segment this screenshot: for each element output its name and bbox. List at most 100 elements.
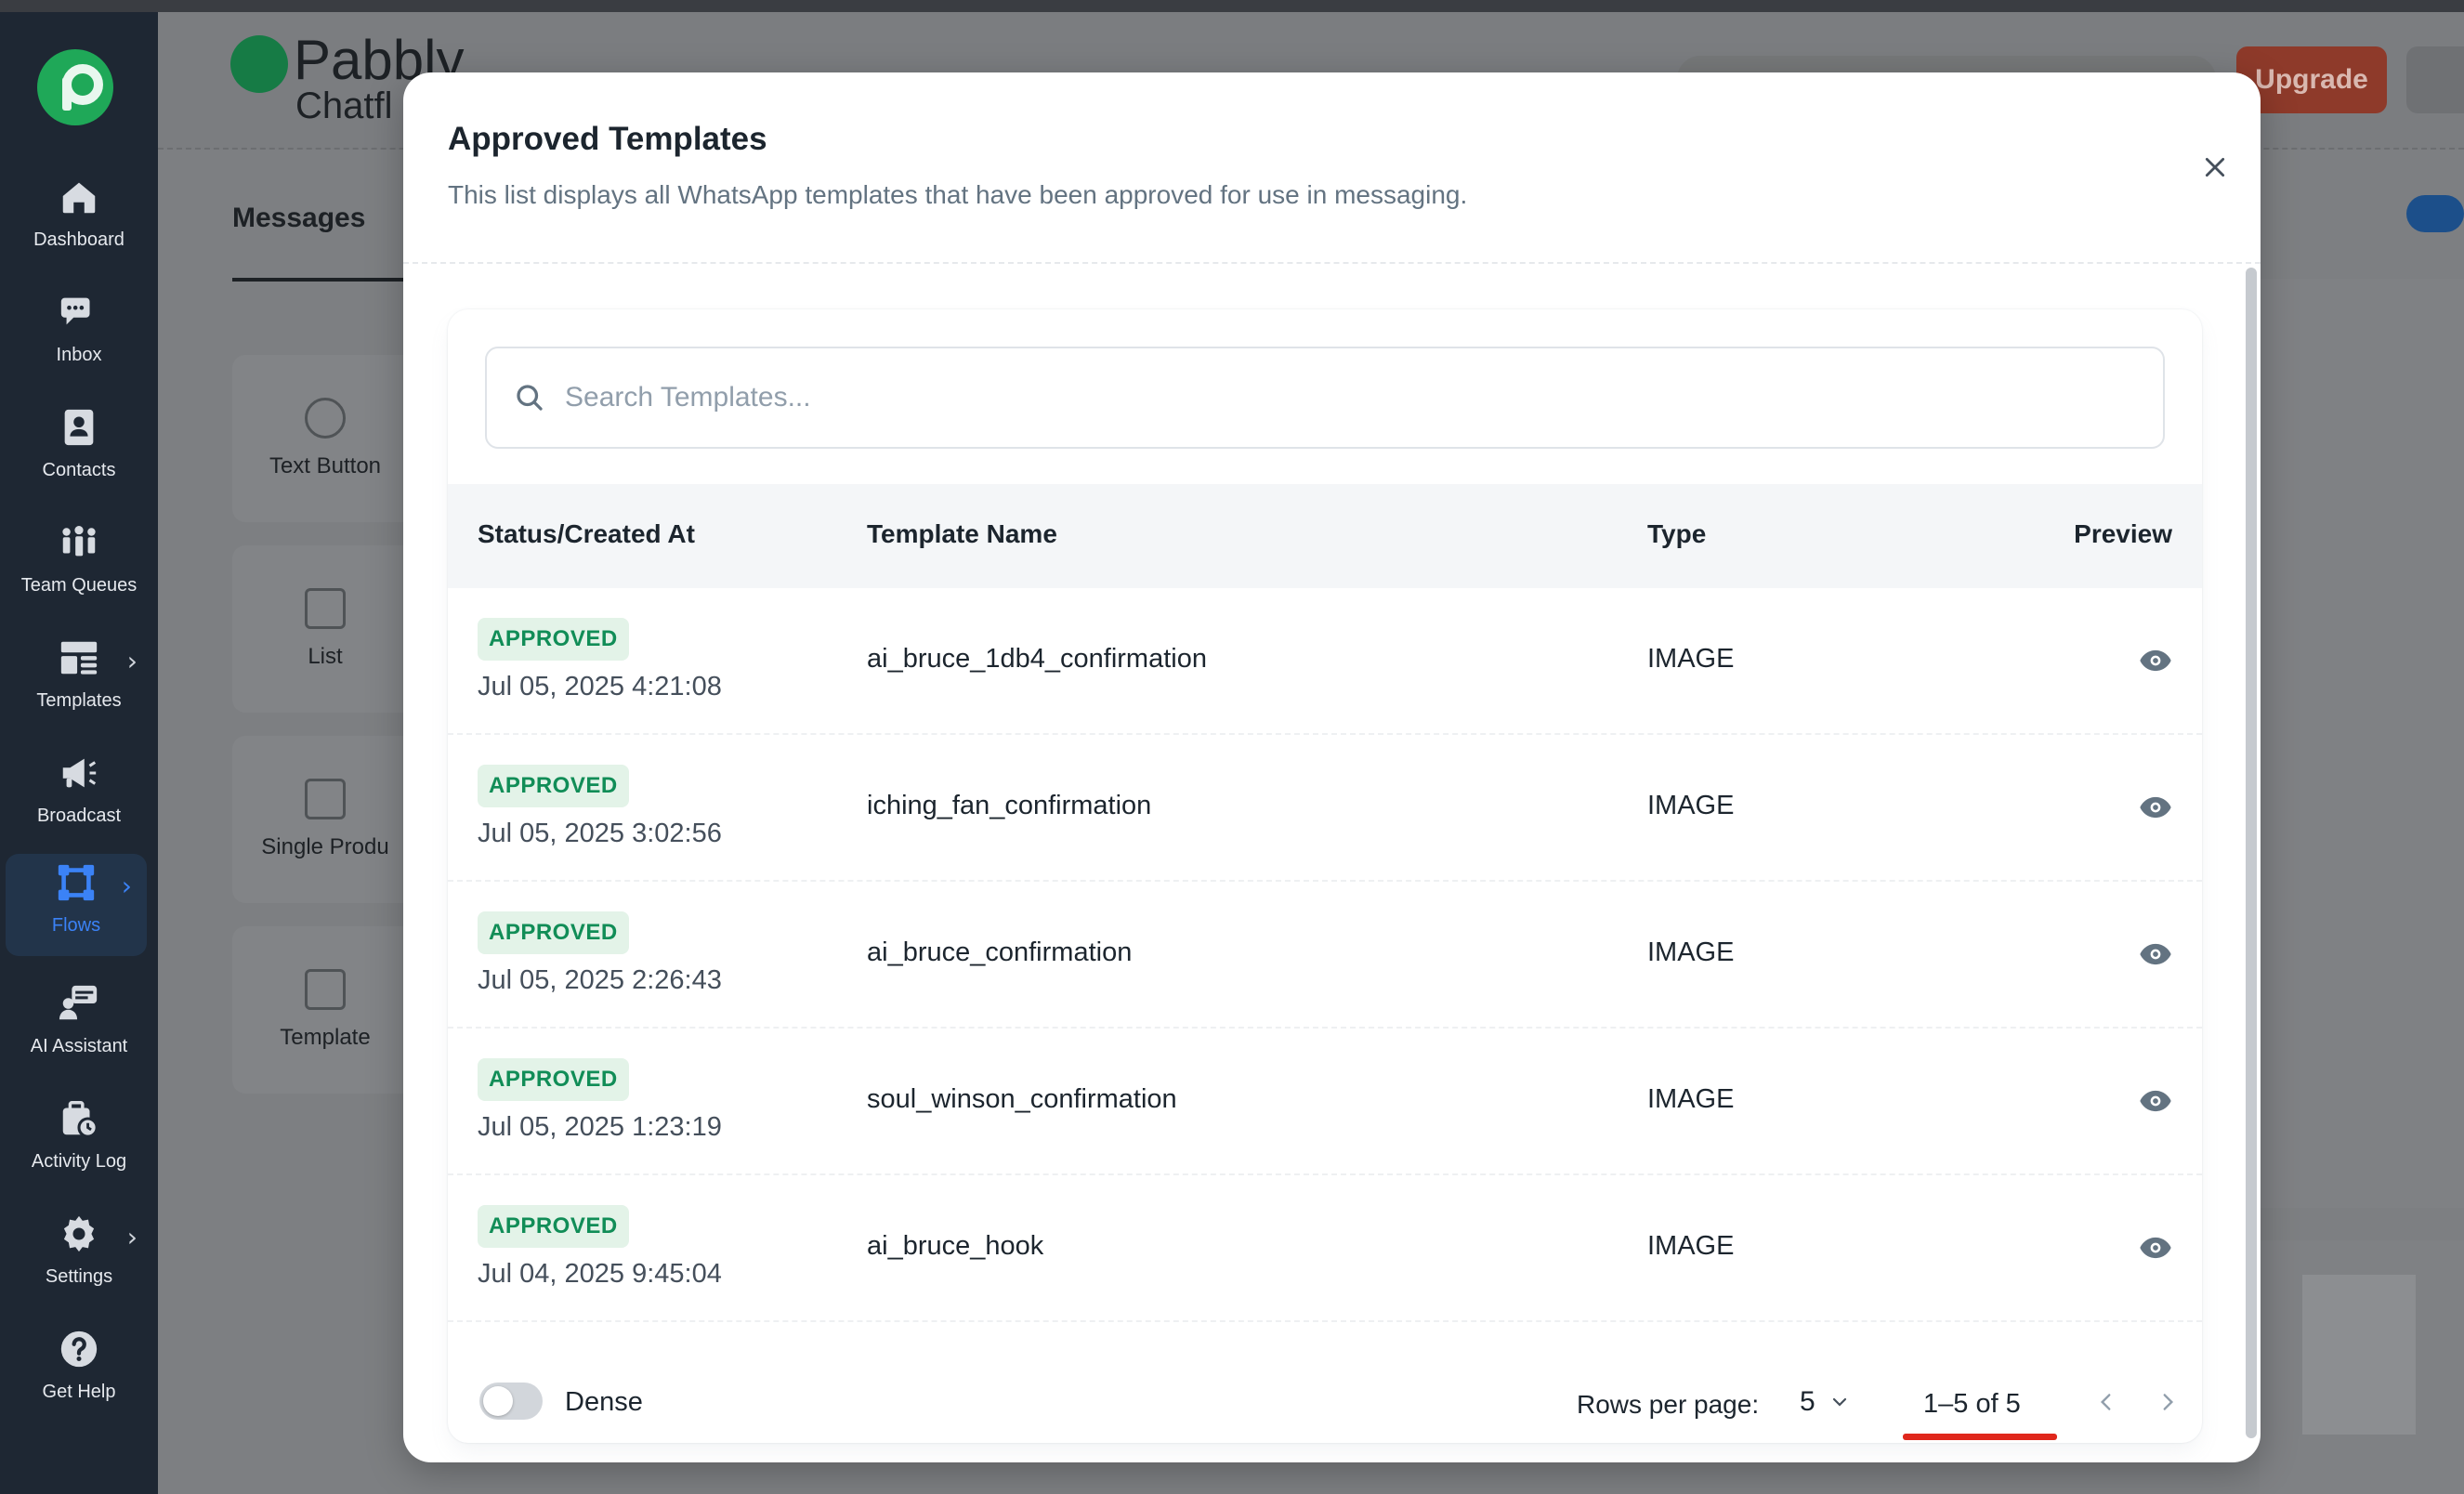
flows-icon	[55, 861, 98, 904]
tab-messages[interactable]: Messages	[232, 203, 366, 233]
chevron-right-icon	[2163, 1394, 2174, 1410]
column-header-type: Type	[1647, 519, 1707, 548]
toggle-knob	[483, 1386, 513, 1416]
chevron-right-icon: ›	[126, 646, 138, 676]
tile-label: Text Button	[269, 453, 382, 478]
eye-icon	[2140, 796, 2171, 819]
dense-label: Dense	[565, 1387, 643, 1417]
sidebar-item-templates[interactable]: Templates ›	[0, 629, 158, 731]
tile-text-button[interactable]: Text Button	[232, 355, 418, 522]
dense-toggle[interactable]	[479, 1383, 543, 1420]
sidebar-item-ai-assistant[interactable]: AI Assistant	[0, 975, 158, 1077]
pagination-range: 1–5 of 5	[1923, 1389, 2021, 1419]
status-badge: APPROVED	[478, 911, 629, 954]
template-name: ai_bruce_hook	[867, 1231, 1044, 1261]
close-icon	[2205, 157, 2225, 177]
template-type: IMAGE	[1647, 937, 1735, 967]
tile-template[interactable]: Template	[232, 926, 418, 1094]
sidebar: Dashboard Inbox Contacts Team Queues Tem…	[0, 12, 158, 1494]
templates-table-card: Status/Created At Template Name Type Pre…	[448, 309, 2202, 1443]
templates-icon	[58, 636, 100, 679]
sidebar-item-activity-log[interactable]: Activity Log	[0, 1090, 158, 1192]
sidebar-item-flows[interactable]: Flows ›	[6, 854, 147, 956]
ai-assistant-icon	[58, 982, 100, 1025]
search-field[interactable]	[485, 347, 2165, 449]
preview-button[interactable]	[2135, 934, 2176, 975]
contacts-icon	[58, 406, 100, 449]
tab-underline	[232, 278, 409, 282]
template-type: IMAGE	[1647, 1231, 1735, 1261]
status-badge: APPROVED	[478, 1205, 629, 1248]
column-header-template-name: Template Name	[867, 519, 1057, 548]
sidebar-item-label: Team Queues	[20, 575, 138, 596]
sidebar-item-label: Dashboard	[33, 229, 125, 250]
previous-page-button[interactable]	[2088, 1383, 2125, 1421]
sidebar-item-inbox[interactable]: Inbox	[0, 283, 158, 386]
template-type: IMAGE	[1647, 791, 1735, 820]
status-badge: APPROVED	[478, 1058, 629, 1101]
table-row: APPROVED Jul 05, 2025 3:02:56 iching_fan…	[448, 735, 2202, 882]
status-badge: APPROVED	[478, 765, 629, 807]
template-name: iching_fan_confirmation	[867, 791, 1152, 820]
sidebar-item-label: Broadcast	[36, 806, 122, 826]
chat-icon	[58, 291, 100, 334]
pabbly-brand-icon	[230, 35, 288, 93]
created-at: Jul 05, 2025 4:21:08	[478, 672, 722, 701]
sidebar-item-label: Inbox	[56, 345, 102, 365]
sidebar-item-broadcast[interactable]: Broadcast	[0, 744, 158, 846]
sidebar-item-label: Get Help	[42, 1382, 116, 1402]
eye-icon	[2140, 649, 2171, 672]
column-header-preview: Preview	[2074, 519, 2172, 548]
sidebar-item-get-help[interactable]: Get Help	[0, 1320, 158, 1422]
tile-label: List	[308, 644, 343, 669]
sidebar-item-contacts[interactable]: Contacts	[0, 399, 158, 501]
created-at: Jul 05, 2025 2:26:43	[478, 965, 722, 995]
right-panel-backdrop	[2260, 279, 2464, 1208]
sidebar-item-team-queues[interactable]: Team Queues	[0, 514, 158, 616]
template-name: ai_bruce_confirmation	[867, 937, 1133, 967]
dialog-scrollbar[interactable]	[2246, 268, 2257, 1438]
table-row: APPROVED Jul 05, 2025 2:26:43 ai_bruce_c…	[448, 882, 2202, 1029]
dialog-title: Approved Templates	[448, 121, 767, 157]
background-toggle[interactable]	[2406, 195, 2464, 232]
chevron-right-icon: ›	[121, 871, 132, 901]
status-badge: APPROVED	[478, 618, 629, 661]
eye-icon	[2140, 943, 2171, 965]
rows-per-page-label: Rows per page:	[1577, 1390, 1760, 1419]
created-at: Jul 04, 2025 9:45:04	[478, 1259, 722, 1289]
sidebar-item-dashboard[interactable]: Dashboard	[0, 168, 158, 270]
home-icon	[58, 176, 100, 218]
tile-label: Single Produ	[261, 834, 389, 859]
approved-templates-dialog: Approved Templates This list displays al…	[403, 72, 2261, 1462]
sidebar-item-label: Templates	[36, 690, 122, 711]
sidebar-item-settings[interactable]: Settings ›	[0, 1205, 158, 1307]
sidebar-item-label: Activity Log	[31, 1151, 127, 1172]
tile-list[interactable]: List	[232, 545, 418, 713]
search-input[interactable]	[565, 382, 2051, 413]
created-at: Jul 05, 2025 3:02:56	[478, 819, 722, 848]
upgrade-button[interactable]: Upgrade	[2236, 46, 2387, 113]
rows-per-page-select[interactable]: 5	[1800, 1383, 1865, 1421]
table-header: Status/Created At Template Name Type Pre…	[448, 484, 2202, 588]
template-type: IMAGE	[1647, 1084, 1735, 1114]
dialog-divider	[403, 262, 2261, 264]
next-page-button[interactable]	[2149, 1383, 2186, 1421]
tile-single-product[interactable]: Single Produ	[232, 736, 418, 903]
chevron-down-icon	[1832, 1397, 1846, 1407]
highlight-underline-annotation	[1903, 1434, 2057, 1440]
preview-button[interactable]	[2135, 640, 2176, 681]
table-pagination-footer: Dense Rows per page: 5 1–5 of 5	[448, 1350, 2202, 1443]
eye-icon	[2140, 1090, 2171, 1112]
close-dialog-button[interactable]	[2196, 149, 2234, 186]
tile-label: Template	[280, 1025, 371, 1050]
window-top-strip	[0, 0, 2464, 12]
chevron-right-icon: ›	[126, 1222, 138, 1252]
preview-button[interactable]	[2135, 787, 2176, 828]
preview-button[interactable]	[2135, 1081, 2176, 1121]
sidebar-item-label: Contacts	[42, 460, 116, 480]
preview-placeholder	[2302, 1275, 2416, 1435]
apps-grid-button[interactable]	[2406, 46, 2464, 113]
help-icon	[58, 1328, 100, 1370]
preview-button[interactable]	[2135, 1227, 2176, 1268]
table-row: APPROVED Jul 05, 2025 1:23:19 soul_winso…	[448, 1029, 2202, 1175]
